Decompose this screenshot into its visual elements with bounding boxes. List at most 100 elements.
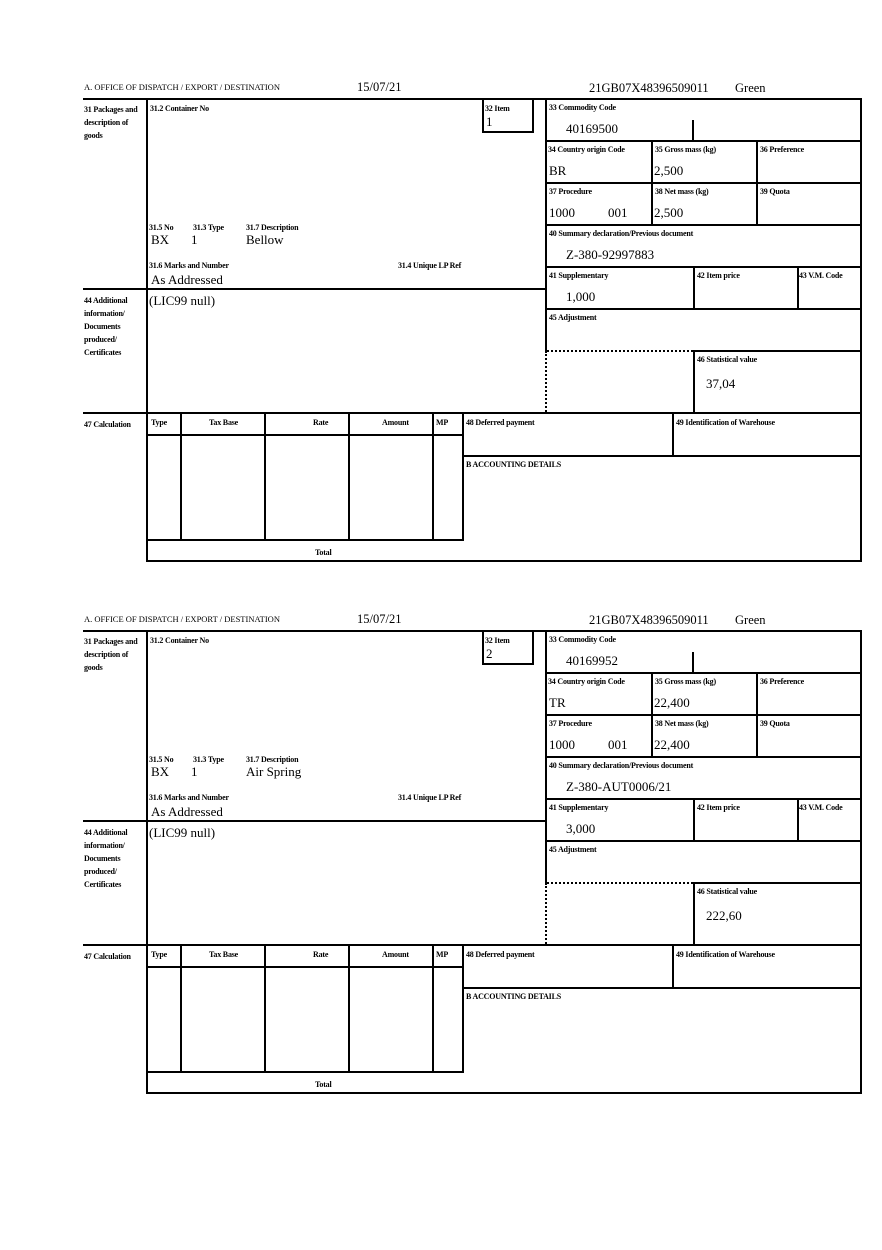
dotted-line (547, 350, 693, 352)
statistical-value-label: 46 Statistical value (697, 887, 757, 896)
rule-line (264, 944, 266, 1073)
rule-line (693, 350, 695, 413)
country-origin-value: BR (549, 163, 567, 178)
rule-line (860, 630, 862, 1093)
warehouse-label: 49 Identification of Warehouse (676, 950, 775, 959)
rule-line (545, 798, 862, 800)
supplementary-value: 3,000 (566, 821, 596, 836)
net-mass-value: 22,400 (654, 737, 690, 752)
reference-value: 21GB07X48396509011 (589, 81, 709, 95)
procedure-additional-value: 001 (608, 737, 628, 752)
rule-line (692, 652, 694, 673)
date-value: 15/07/21 (357, 80, 402, 94)
supplementary-label: 41 Supplementary (549, 271, 609, 280)
warehouse-label: 49 Identification of Warehouse (676, 418, 775, 427)
rule-line (482, 131, 534, 133)
rule-line (545, 140, 862, 142)
procedure-label: 37 Procedure (549, 187, 592, 196)
marks-value: As Addressed (151, 804, 223, 819)
statistical-value-value: 222,60 (706, 908, 742, 923)
country-origin-value: TR (549, 695, 566, 710)
declaration-item-block: A. OFFICE OF DISPATCH / EXPORT / DESTINA… (0, 532, 882, 1094)
rule-line (146, 1071, 463, 1073)
rule-line (545, 840, 862, 842)
gross-mass-value: 2,500 (654, 163, 684, 178)
description-value: Air Spring (246, 764, 302, 779)
calc-rate-header: Rate (313, 950, 329, 959)
summary-declaration-label: 40 Summary declaration/Previous document (549, 761, 694, 770)
rule-line (545, 224, 862, 226)
quota-label: 39 Quota (760, 719, 790, 728)
rule-line (83, 820, 546, 822)
net-mass-label: 38 Net mass (kg) (655, 187, 709, 196)
type-value: 1 (191, 764, 198, 779)
rule-line (348, 944, 350, 1073)
calc-rate-header: Rate (313, 418, 329, 427)
unique-ref-label: 31.4 Unique LP Ref (398, 793, 462, 802)
commodity-code-value: 40169952 (566, 653, 618, 668)
calc-amount-header: Amount (382, 950, 409, 959)
description-label: 31.7 Description (246, 223, 299, 232)
rule-line (146, 966, 462, 968)
gross-mass-value: 22,400 (654, 695, 690, 710)
procedure-label: 37 Procedure (549, 719, 592, 728)
additional-info-value: (LIC99 null) (149, 825, 216, 840)
country-origin-label: 34 Country origin Code (548, 145, 625, 154)
rule-line (693, 882, 695, 945)
item-no-value: 2 (486, 646, 493, 661)
rule-line (146, 539, 463, 541)
marks-value: As Addressed (151, 272, 223, 287)
rule-line (83, 630, 861, 632)
calculation-label: 47 Calculation (84, 420, 131, 429)
rule-line (432, 412, 434, 541)
item-label: 32 Item (485, 104, 510, 113)
procedure-additional-value: 001 (608, 205, 628, 220)
description-label: 31.7 Description (246, 755, 299, 764)
calc-type-header: Type (151, 950, 167, 959)
calc-total-label: Total (315, 1080, 332, 1089)
net-mass-label: 38 Net mass (kg) (655, 719, 709, 728)
rule-line (545, 714, 862, 716)
rule-line (180, 412, 182, 541)
deferred-payment-label: 48 Deferred payment (466, 418, 535, 427)
office-label: A. OFFICE OF DISPATCH / EXPORT / DESTINA… (84, 614, 280, 624)
rule-line (83, 944, 862, 946)
rule-line (462, 455, 862, 457)
packages-label: 31 Packages and description of goods (84, 105, 138, 140)
commodity-code-value: 40169500 (566, 121, 618, 136)
adjustment-label: 45 Adjustment (549, 845, 597, 854)
rule-line (693, 798, 695, 841)
rule-line (482, 100, 484, 132)
calc-mp-header: MP (436, 418, 449, 427)
preference-label: 36 Preference (760, 145, 804, 154)
declaration-item-block: A. OFFICE OF DISPATCH / EXPORT / DESTINA… (0, 0, 882, 562)
supplementary-label: 41 Supplementary (549, 803, 609, 812)
procedure-value: 1000 (549, 205, 575, 220)
container-no-label: 31.2 Container No (150, 104, 209, 113)
rule-line (693, 266, 695, 309)
rule-line (545, 672, 862, 674)
rule-line (860, 98, 862, 561)
vm-code-label: 43 V.M. Code (799, 803, 843, 812)
item-price-label: 42 Item price (697, 803, 740, 812)
item-label: 32 Item (485, 636, 510, 645)
rule-line (482, 663, 534, 665)
rule-line (692, 120, 694, 141)
unique-ref-label: 31.4 Unique LP Ref (398, 261, 462, 270)
route-value: Green (735, 81, 766, 95)
accounting-details-label: B ACCOUNTING DETAILS (466, 460, 561, 469)
summary-declaration-value: Z-380-AUT0006/21 (566, 779, 672, 794)
rule-line (348, 412, 350, 541)
additional-info-value: (LIC99 null) (149, 293, 216, 308)
packages-label: 31 Packages and description of goods (84, 637, 138, 672)
rule-line (482, 632, 484, 664)
deferred-payment-label: 48 Deferred payment (466, 950, 535, 959)
procedure-value: 1000 (549, 737, 575, 752)
rule-line (693, 350, 862, 352)
route-value: Green (735, 613, 766, 627)
type-label: 31.3 Type (193, 223, 224, 232)
additional-info-label: 44 Additional information/ Documents pro… (84, 828, 128, 889)
calc-tax-base-header: Tax Base (209, 418, 239, 427)
commodity-code-label: 33 Commodity Code (549, 635, 616, 644)
no-value: BX (151, 764, 170, 779)
